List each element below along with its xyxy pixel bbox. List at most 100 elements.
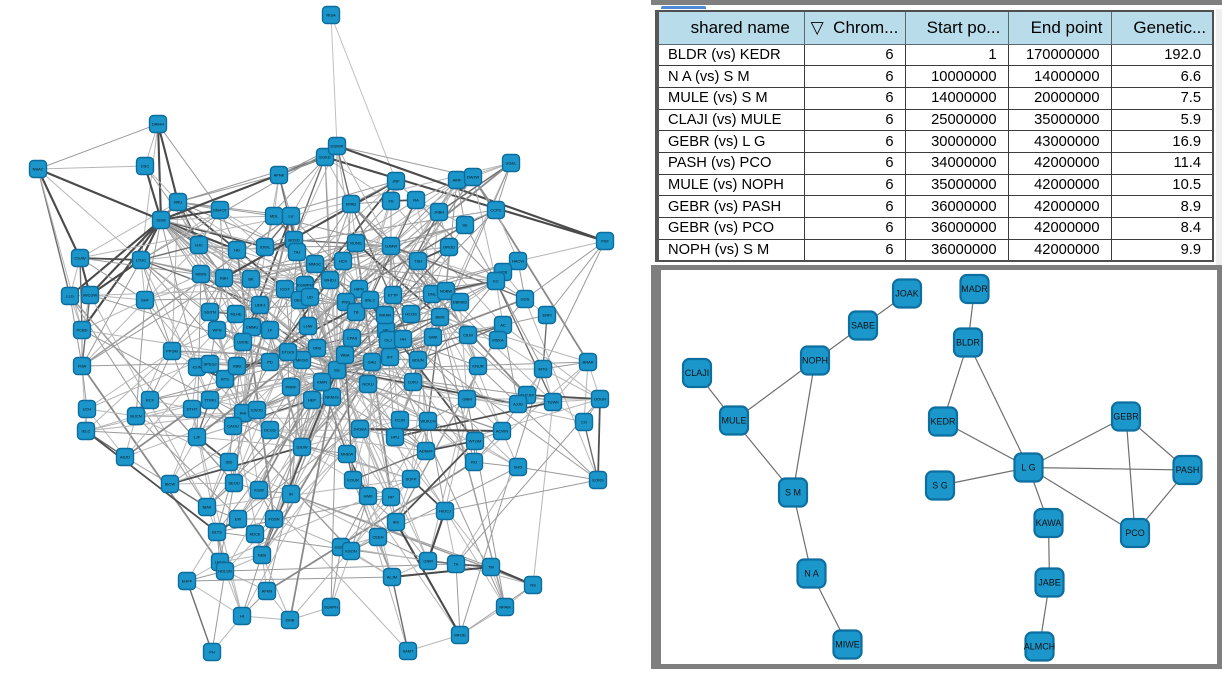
svg-text:ADNHF: ADNHF (419, 449, 433, 454)
svg-text:KGW: KGW (254, 488, 264, 493)
svg-text:DAIHH: DAIHH (152, 122, 165, 127)
svg-text:NPAM: NPAM (499, 605, 510, 610)
svg-text:JHGEA: JHGEA (353, 427, 367, 432)
svg-text:IR: IR (289, 492, 293, 497)
svg-text:IWCUW: IWCUW (83, 293, 98, 298)
svg-text:BK: BK (248, 277, 254, 282)
svg-text:HD: HD (234, 248, 240, 253)
svg-text:PSF: PSF (601, 239, 609, 244)
svg-text:LWOE: LWOE (237, 340, 249, 345)
svg-text:LF: LF (268, 328, 273, 333)
svg-text:EHFF: EHFF (182, 579, 193, 584)
svg-text:ENFI: ENFI (542, 313, 551, 318)
svg-text:L G: L G (1021, 463, 1035, 473)
svg-text:NEB: NEB (258, 553, 267, 558)
svg-text:MFOE: MFOE (454, 633, 466, 638)
svg-text:AJJG: AJJG (513, 402, 523, 407)
svg-text:BUCN: BUCN (130, 414, 141, 419)
svg-text:HI: HI (240, 614, 244, 619)
svg-text:PASH: PASH (1176, 465, 1200, 475)
svg-text:SHF: SHF (141, 298, 150, 303)
svg-text:SNHOT: SNHOT (213, 208, 228, 213)
svg-text:EGKD: EGKD (319, 155, 330, 160)
svg-text:IELC: IELC (82, 429, 91, 434)
svg-text:ALMCH: ALMCH (1024, 642, 1056, 652)
svg-text:BLDR: BLDR (956, 338, 981, 348)
svg-text:HCB: HCB (499, 270, 508, 275)
svg-text:HCK: HCK (339, 259, 348, 264)
svg-text:KHI: KHI (240, 411, 247, 416)
svg-text:LTGC: LTGC (136, 258, 146, 263)
svg-text:IDD: IDD (226, 460, 233, 465)
svg-text:JOAK: JOAK (895, 289, 919, 299)
svg-text:UGEL: UGEL (506, 161, 518, 166)
svg-text:BWS: BWS (435, 315, 444, 320)
svg-text:SPEGJ: SPEGJ (203, 362, 216, 367)
svg-text:WBA: WBA (340, 353, 349, 358)
svg-text:LU: LU (288, 214, 293, 219)
svg-text:DJRJ: DJRJ (408, 380, 418, 385)
svg-text:AFKN: AFKN (262, 589, 273, 594)
svg-text:GMK: GMK (428, 335, 437, 340)
svg-text:IOWL: IOWL (260, 245, 271, 250)
svg-text:DTGOI: DTGOI (282, 350, 295, 355)
svg-text:CLAJI: CLAJI (685, 368, 710, 378)
svg-text:GGS: GGS (521, 297, 530, 302)
svg-text:GJMW: GJMW (385, 244, 397, 249)
svg-text:DSIWK: DSIWK (330, 144, 343, 149)
svg-text:SGW: SGW (156, 218, 166, 223)
svg-text:AFNK: AFNK (274, 173, 285, 178)
svg-text:OLJ: OLJ (384, 338, 391, 343)
svg-text:PCBD: PCBD (76, 328, 87, 333)
svg-text:N A: N A (804, 569, 819, 579)
svg-text:CPAS: CPAS (347, 336, 358, 341)
svg-text:GAU: GAU (368, 360, 377, 365)
svg-text:FCJR: FCJR (395, 418, 405, 423)
svg-text:RUNG: RUNG (350, 241, 362, 246)
svg-text:WFN: WFN (212, 328, 221, 333)
svg-text:MMGC: MMGC (309, 262, 322, 267)
svg-text:WTGM: WTGM (469, 439, 482, 444)
svg-text:BOSD: BOSD (288, 238, 299, 243)
svg-text:RO: RO (471, 460, 477, 465)
svg-text:HH: HH (400, 337, 406, 342)
svg-text:OFB: OFB (313, 346, 322, 351)
svg-text:PPGM: PPGM (166, 349, 178, 354)
svg-text:FMA: FMA (78, 364, 87, 369)
svg-text:LHW: LHW (304, 324, 313, 329)
svg-text:S G: S G (932, 481, 948, 491)
svg-text:BTS: BTS (221, 377, 229, 382)
svg-text:SUHPH: SUHPH (324, 605, 338, 610)
svg-text:ALJM: ALJM (387, 575, 397, 580)
svg-text:AC: AC (500, 323, 506, 328)
svg-text:MLHE: MLHE (230, 312, 241, 317)
svg-text:SHD: SHD (514, 465, 523, 470)
svg-text:IBCW: IBCW (165, 482, 176, 487)
svg-text:HIOCJ: HIOCJ (439, 509, 451, 514)
svg-text:ETTP: ETTP (388, 293, 399, 298)
svg-text:MIWE: MIWE (835, 640, 860, 650)
svg-text:LLG: LLG (66, 294, 74, 299)
svg-text:FOSN: FOSN (268, 517, 279, 522)
svg-text:SEIJU: SEIJU (228, 481, 239, 486)
svg-text:MHEW: MHEW (341, 452, 354, 457)
svg-text:SAMT: SAMT (402, 649, 414, 654)
svg-text:ADCE: ADCE (249, 532, 260, 537)
svg-text:MKGO: MKGO (296, 358, 308, 363)
svg-text:MTG: MTG (539, 367, 548, 372)
svg-text:KBB: KBB (233, 364, 241, 369)
svg-text:KNUR: KNUR (472, 364, 483, 369)
svg-text:RP: RP (388, 495, 394, 500)
svg-text:SE: SE (462, 223, 468, 228)
svg-text:NOPH: NOPH (802, 356, 828, 366)
svg-text:SNLC: SNLC (365, 298, 376, 303)
svg-text:RCF: RCF (146, 398, 155, 403)
svg-text:HPU: HPU (391, 435, 400, 440)
svg-text:NS: NS (530, 583, 536, 588)
svg-text:UCH: UCH (83, 407, 92, 412)
svg-text:PNG: PNG (342, 300, 351, 305)
svg-text:SABE: SABE (851, 321, 875, 331)
svg-text:SG: SG (334, 368, 340, 373)
svg-text:DTHT: DTHT (187, 407, 198, 412)
svg-text:TSH: TSH (414, 259, 422, 264)
